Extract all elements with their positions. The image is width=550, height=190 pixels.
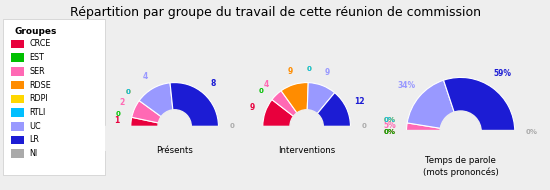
Text: 12: 12 <box>354 97 364 106</box>
Text: 0: 0 <box>125 89 130 95</box>
Text: Temps de parole
(mots prononcés): Temps de parole (mots prononcés) <box>423 156 498 177</box>
Text: 0: 0 <box>306 66 311 72</box>
Text: 9: 9 <box>249 103 255 112</box>
Text: Groupes: Groupes <box>15 27 57 36</box>
Text: 59%: 59% <box>493 69 512 78</box>
Text: LR: LR <box>29 135 39 144</box>
Bar <box>11 53 24 62</box>
Wedge shape <box>263 100 307 126</box>
Text: CRCE: CRCE <box>29 40 51 48</box>
Text: 0: 0 <box>125 89 130 95</box>
Bar <box>11 95 24 103</box>
Text: RDSE: RDSE <box>29 81 51 89</box>
Circle shape <box>440 111 481 152</box>
Text: 0%: 0% <box>384 117 396 123</box>
Text: 0: 0 <box>362 124 367 129</box>
Wedge shape <box>170 83 218 126</box>
FancyBboxPatch shape <box>3 19 104 175</box>
Text: 2: 2 <box>119 98 124 107</box>
Text: UC: UC <box>29 122 41 131</box>
Text: NI: NI <box>29 149 37 158</box>
Wedge shape <box>407 80 461 131</box>
Text: 8: 8 <box>211 79 216 88</box>
Wedge shape <box>139 83 175 126</box>
Text: Répartition par groupe du travail de cette réunion de commission: Répartition par groupe du travail de cet… <box>69 6 481 19</box>
Text: 34%: 34% <box>397 81 415 90</box>
Circle shape <box>158 110 191 143</box>
Text: 4: 4 <box>143 72 148 81</box>
Text: 4: 4 <box>264 80 269 89</box>
Text: SER: SER <box>29 67 45 76</box>
Text: RDPI: RDPI <box>29 94 48 103</box>
Wedge shape <box>307 83 334 126</box>
Text: 0: 0 <box>116 111 120 117</box>
Bar <box>11 81 24 89</box>
Text: 0: 0 <box>258 88 263 94</box>
Wedge shape <box>281 83 308 126</box>
Wedge shape <box>307 93 350 126</box>
Wedge shape <box>132 101 175 126</box>
Bar <box>368 131 550 164</box>
Bar <box>100 126 249 153</box>
Wedge shape <box>443 78 515 131</box>
Text: 0%: 0% <box>384 117 396 123</box>
Text: 0%: 0% <box>383 129 395 135</box>
Text: 5%: 5% <box>383 121 396 130</box>
Bar <box>232 126 381 153</box>
Bar <box>11 149 24 158</box>
Text: Présents: Présents <box>156 146 193 155</box>
Text: EST: EST <box>29 53 44 62</box>
Bar <box>11 108 24 117</box>
Text: 1: 1 <box>114 116 120 125</box>
Text: 0%: 0% <box>526 129 538 135</box>
Text: 0%: 0% <box>383 129 395 135</box>
Text: Interventions: Interventions <box>278 146 336 155</box>
Wedge shape <box>406 123 461 131</box>
Text: 0: 0 <box>306 66 311 72</box>
Bar <box>11 136 24 144</box>
Text: 0: 0 <box>230 124 235 129</box>
Bar <box>11 40 24 48</box>
Wedge shape <box>272 91 307 126</box>
Wedge shape <box>131 117 175 126</box>
Text: 9: 9 <box>324 68 330 77</box>
Text: 0: 0 <box>125 89 130 95</box>
Bar <box>11 122 24 131</box>
Circle shape <box>290 110 323 143</box>
Bar <box>11 67 24 76</box>
Text: 9: 9 <box>287 66 293 75</box>
Text: 0%: 0% <box>384 117 396 123</box>
Text: RTLI: RTLI <box>29 108 46 117</box>
